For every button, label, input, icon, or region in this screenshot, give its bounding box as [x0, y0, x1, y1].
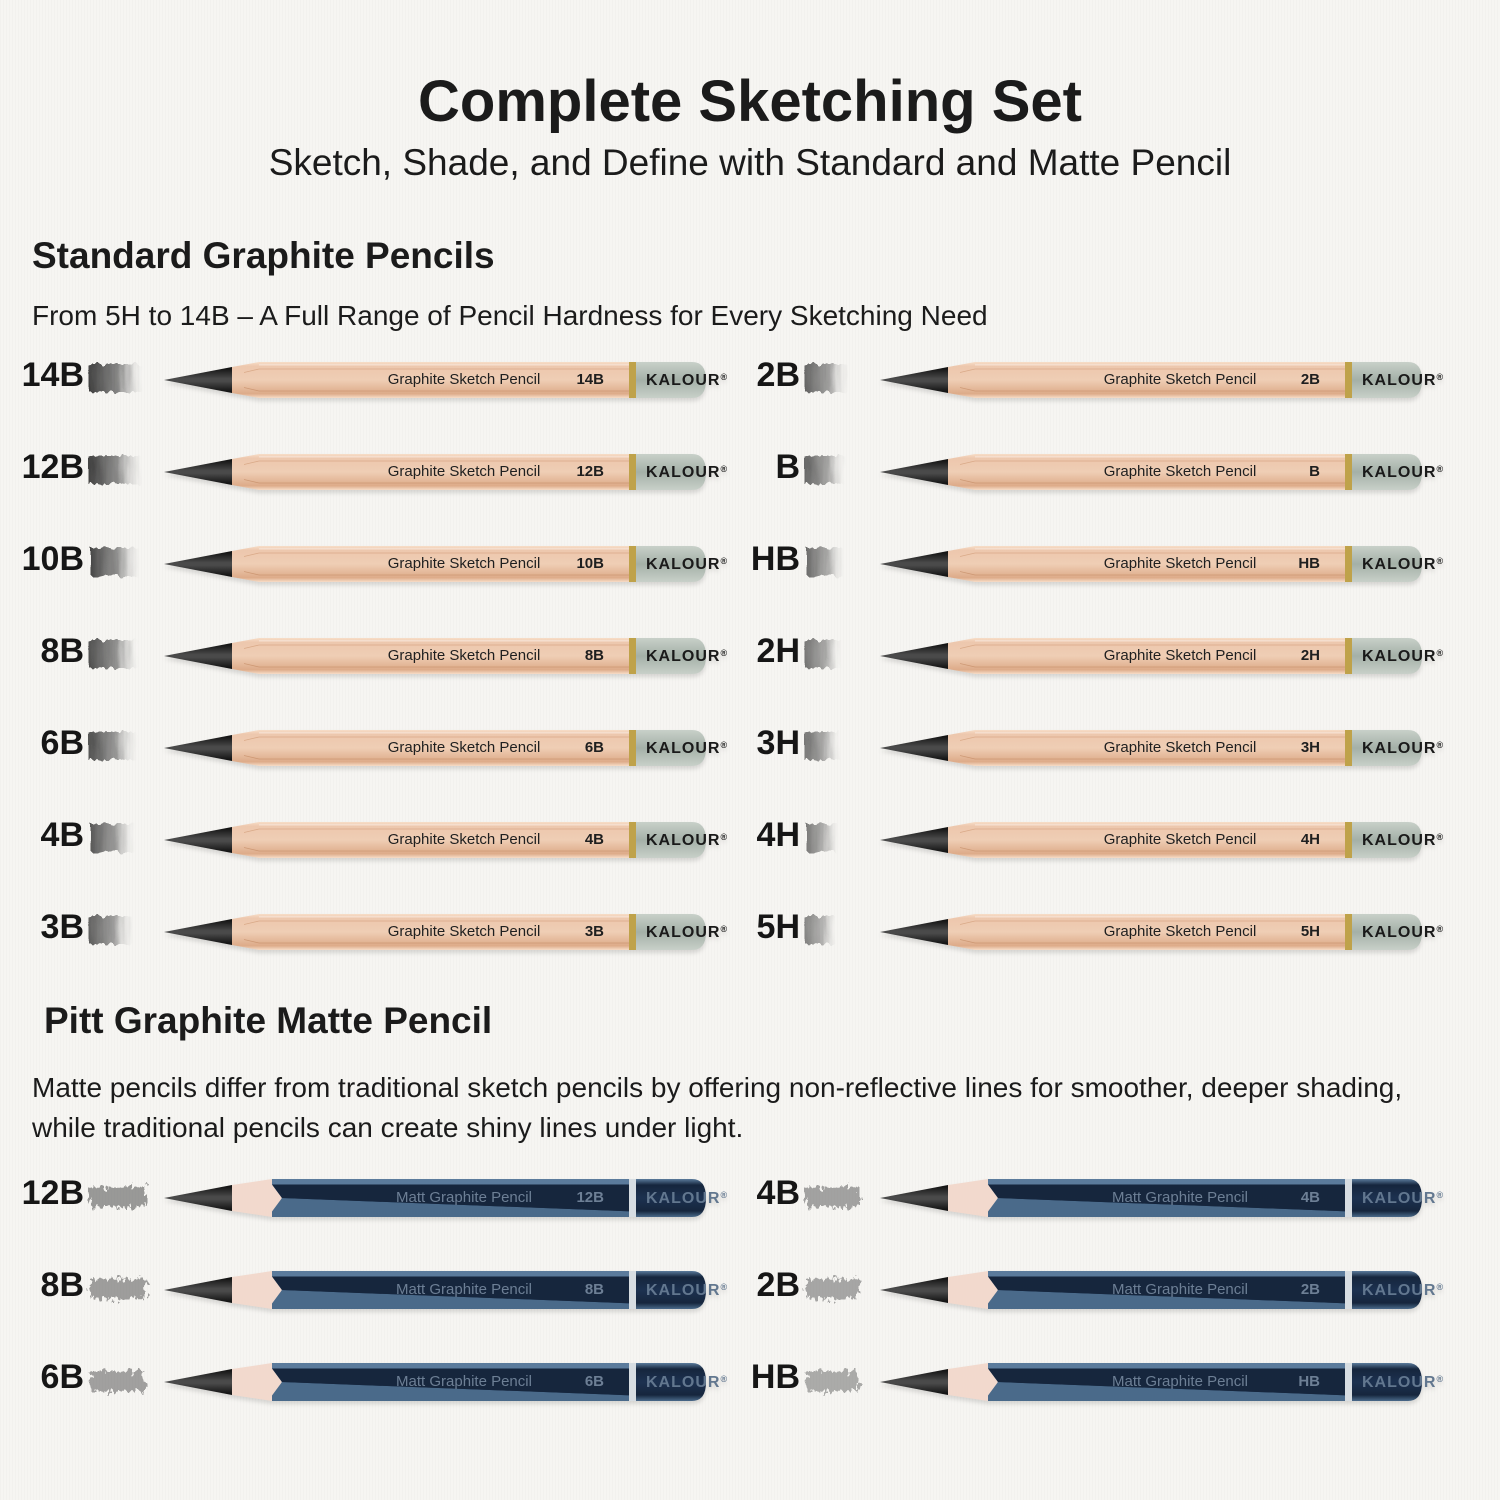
svg-text:Graphite Sketch Pencil: Graphite Sketch Pencil [1104, 739, 1257, 756]
svg-text:5H: 5H [1301, 923, 1320, 940]
svg-text:3H: 3H [1301, 739, 1320, 756]
svg-text:12B: 12B [576, 1189, 604, 1206]
svg-text:KALOUR®: KALOUR® [1362, 1374, 1444, 1391]
svg-text:Matt Graphite Pencil: Matt Graphite Pencil [1112, 1373, 1248, 1390]
svg-text:KALOUR®: KALOUR® [1362, 740, 1444, 757]
svg-text:Graphite Sketch Pencil: Graphite Sketch Pencil [1104, 463, 1257, 480]
svg-text:Graphite Sketch Pencil: Graphite Sketch Pencil [388, 371, 541, 388]
svg-text:KALOUR®: KALOUR® [1362, 1190, 1444, 1207]
svg-text:12B: 12B [576, 463, 604, 480]
svg-text:HB: HB [1298, 555, 1320, 572]
svg-text:Graphite Sketch Pencil: Graphite Sketch Pencil [388, 647, 541, 664]
svg-text:4H: 4H [1301, 831, 1320, 848]
svg-text:KALOUR®: KALOUR® [1362, 648, 1444, 665]
svg-text:10B: 10B [576, 555, 604, 572]
svg-text:Matt Graphite Pencil: Matt Graphite Pencil [1112, 1281, 1248, 1298]
svg-text:Graphite Sketch Pencil: Graphite Sketch Pencil [388, 555, 541, 572]
svg-text:KALOUR®: KALOUR® [1362, 1282, 1444, 1299]
svg-text:KALOUR®: KALOUR® [1362, 924, 1444, 941]
svg-text:B: B [1309, 463, 1320, 480]
svg-text:3B: 3B [585, 923, 604, 940]
svg-text:14B: 14B [576, 371, 604, 388]
svg-text:Graphite Sketch Pencil: Graphite Sketch Pencil [388, 463, 541, 480]
svg-text:KALOUR®: KALOUR® [1362, 832, 1444, 849]
svg-text:Graphite Sketch Pencil: Graphite Sketch Pencil [388, 923, 541, 940]
svg-text:Graphite Sketch Pencil: Graphite Sketch Pencil [1104, 923, 1257, 940]
svg-text:Graphite Sketch Pencil: Graphite Sketch Pencil [388, 739, 541, 756]
svg-text:2B: 2B [1301, 1281, 1320, 1298]
svg-text:Graphite Sketch Pencil: Graphite Sketch Pencil [1104, 647, 1257, 664]
svg-text:KALOUR®: KALOUR® [1362, 556, 1444, 573]
svg-text:Graphite Sketch Pencil: Graphite Sketch Pencil [388, 831, 541, 848]
svg-text:4B: 4B [585, 831, 604, 848]
svg-text:2H: 2H [1301, 647, 1320, 664]
svg-text:KALOUR®: KALOUR® [1362, 464, 1444, 481]
svg-text:Graphite Sketch Pencil: Graphite Sketch Pencil [1104, 555, 1257, 572]
svg-text:6B: 6B [585, 1373, 604, 1390]
svg-text:Graphite Sketch Pencil: Graphite Sketch Pencil [1104, 371, 1257, 388]
svg-text:6B: 6B [585, 739, 604, 756]
svg-text:8B: 8B [585, 1281, 604, 1298]
svg-text:KALOUR®: KALOUR® [1362, 372, 1444, 389]
svg-text:2B: 2B [1301, 371, 1320, 388]
svg-text:Matt Graphite Pencil: Matt Graphite Pencil [396, 1373, 532, 1390]
svg-text:Matt Graphite Pencil: Matt Graphite Pencil [1112, 1189, 1248, 1206]
svg-text:Matt Graphite Pencil: Matt Graphite Pencil [396, 1189, 532, 1206]
svg-text:8B: 8B [585, 647, 604, 664]
svg-text:Matt Graphite Pencil: Matt Graphite Pencil [396, 1281, 532, 1298]
svg-text:4B: 4B [1301, 1189, 1320, 1206]
svg-text:Graphite Sketch Pencil: Graphite Sketch Pencil [1104, 831, 1257, 848]
svg-text:HB: HB [1298, 1373, 1320, 1390]
